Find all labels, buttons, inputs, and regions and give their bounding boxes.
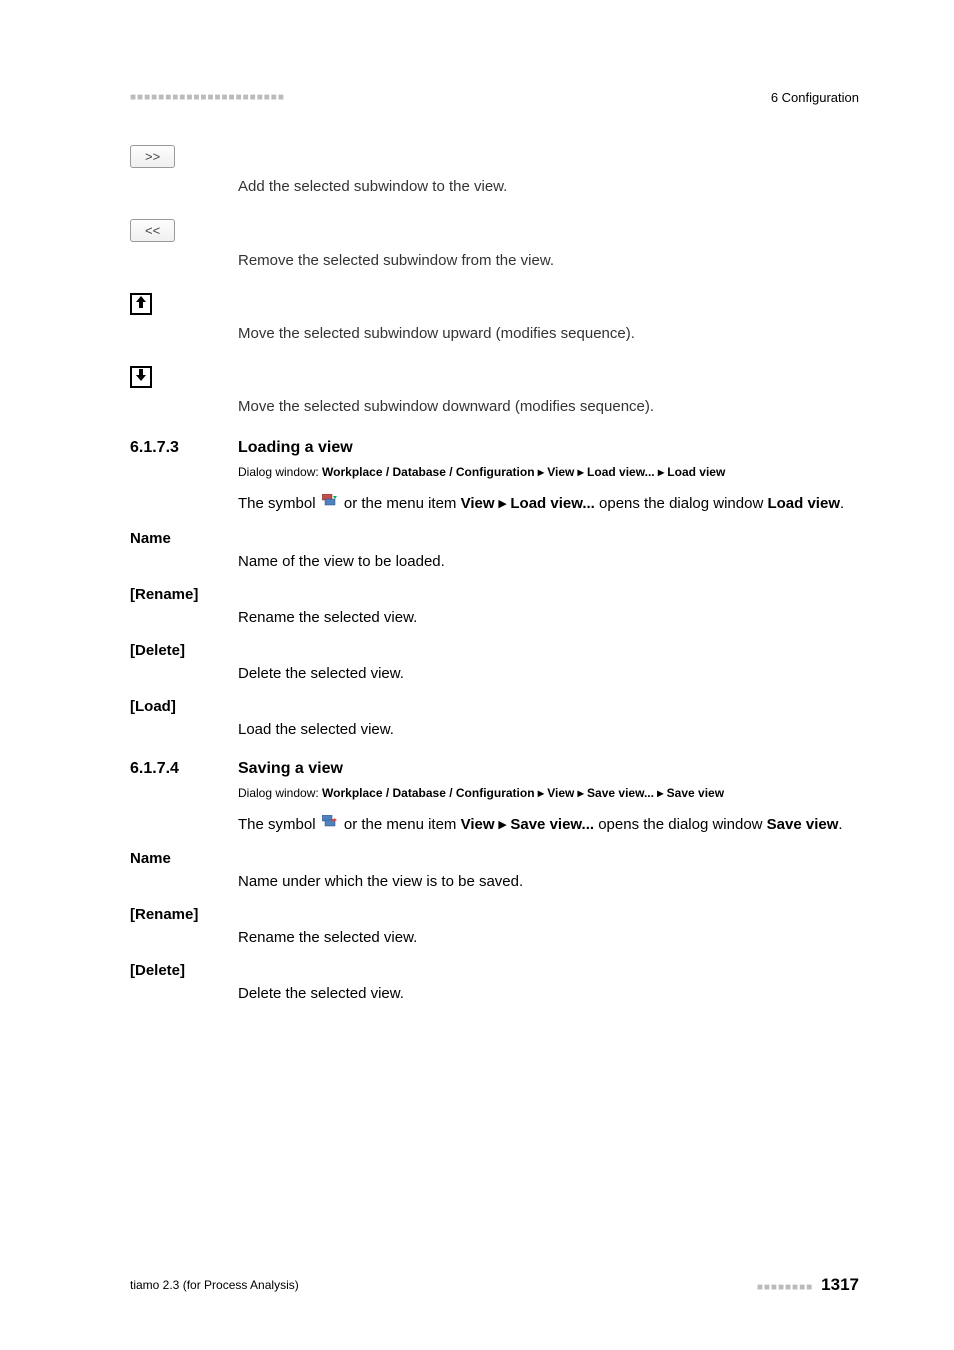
header-dashes: ■■■■■■■■■■■■■■■■■■■■■■ bbox=[130, 92, 285, 103]
remove-subwindow-desc: Remove the selected subwindow from the v… bbox=[238, 250, 859, 271]
term-delete-desc: Delete the selected view. bbox=[238, 663, 859, 684]
page-header: ■■■■■■■■■■■■■■■■■■■■■■ 6 Configuration bbox=[130, 90, 859, 105]
section-title: Loading a view bbox=[238, 439, 353, 457]
section-title: Saving a view bbox=[238, 760, 343, 778]
section-number: 6.1.7.4 bbox=[130, 760, 238, 778]
header-chapter: 6 Configuration bbox=[771, 90, 859, 105]
footer-product: tiamo 2.3 (for Process Analysis) bbox=[130, 1278, 299, 1292]
term-rename-desc: Rename the selected view. bbox=[238, 927, 859, 948]
page-number: 1317 bbox=[821, 1275, 859, 1294]
term-name: Name bbox=[130, 530, 859, 547]
para-text: . bbox=[840, 495, 844, 512]
move-down-desc: Move the selected subwindow downward (mo… bbox=[238, 396, 859, 417]
term-rename: [Rename] bbox=[130, 586, 859, 603]
term-delete-desc: Delete the selected view. bbox=[238, 983, 859, 1004]
term-name: Name bbox=[130, 850, 859, 867]
add-subwindow-button[interactable]: >> bbox=[130, 145, 175, 168]
para-menu: View ▸ Save view... bbox=[461, 816, 594, 833]
remove-subwindow-button[interactable]: << bbox=[130, 219, 175, 242]
move-up-button[interactable] bbox=[130, 293, 152, 315]
load-view-icon bbox=[322, 493, 338, 516]
para-menu: View ▸ Load view... bbox=[461, 495, 595, 512]
para-text: opens the dialog window bbox=[595, 495, 768, 512]
save-view-icon bbox=[322, 814, 338, 837]
path-bold: Workplace / Database / Configuration ▸ V… bbox=[322, 465, 725, 479]
term-load-desc: Load the selected view. bbox=[238, 719, 859, 740]
para-text: opens the dialog window bbox=[594, 816, 767, 833]
save-paragraph: The symbol or the menu item View ▸ Save … bbox=[238, 814, 859, 837]
path-bold: Workplace / Database / Configuration ▸ V… bbox=[322, 786, 724, 800]
term-delete: [Delete] bbox=[130, 642, 859, 659]
term-load: [Load] bbox=[130, 698, 859, 715]
term-name-desc: Name under which the view is to be saved… bbox=[238, 871, 859, 892]
para-window: Load view bbox=[767, 495, 840, 512]
para-text: or the menu item bbox=[340, 816, 461, 833]
arrow-up-icon bbox=[134, 295, 148, 309]
move-up-desc: Move the selected subwindow upward (modi… bbox=[238, 323, 859, 344]
path-prefix: Dialog window: bbox=[238, 786, 322, 800]
footer-dashes: ■■■■■■■■ bbox=[757, 1282, 813, 1293]
para-text: . bbox=[838, 816, 842, 833]
arrow-down-icon bbox=[134, 368, 148, 382]
page-footer: tiamo 2.3 (for Process Analysis) ■■■■■■■… bbox=[130, 1275, 859, 1295]
load-paragraph: The symbol or the menu item View ▸ Load … bbox=[238, 493, 859, 516]
move-down-button[interactable] bbox=[130, 366, 152, 388]
para-text: The symbol bbox=[238, 816, 320, 833]
load-dialog-path: Dialog window: Workplace / Database / Co… bbox=[238, 463, 859, 481]
section-number: 6.1.7.3 bbox=[130, 439, 238, 457]
save-dialog-path: Dialog window: Workplace / Database / Co… bbox=[238, 784, 859, 802]
path-prefix: Dialog window: bbox=[238, 465, 322, 479]
add-subwindow-desc: Add the selected subwindow to the view. bbox=[238, 176, 859, 197]
para-text: The symbol bbox=[238, 495, 320, 512]
term-name-desc: Name of the view to be loaded. bbox=[238, 551, 859, 572]
para-text: or the menu item bbox=[340, 495, 461, 512]
section-loading-a-view: 6.1.7.3 Loading a view bbox=[130, 439, 859, 457]
section-saving-a-view: 6.1.7.4 Saving a view bbox=[130, 760, 859, 778]
term-delete: [Delete] bbox=[130, 962, 859, 979]
term-rename: [Rename] bbox=[130, 906, 859, 923]
term-rename-desc: Rename the selected view. bbox=[238, 607, 859, 628]
para-window: Save view bbox=[767, 816, 839, 833]
